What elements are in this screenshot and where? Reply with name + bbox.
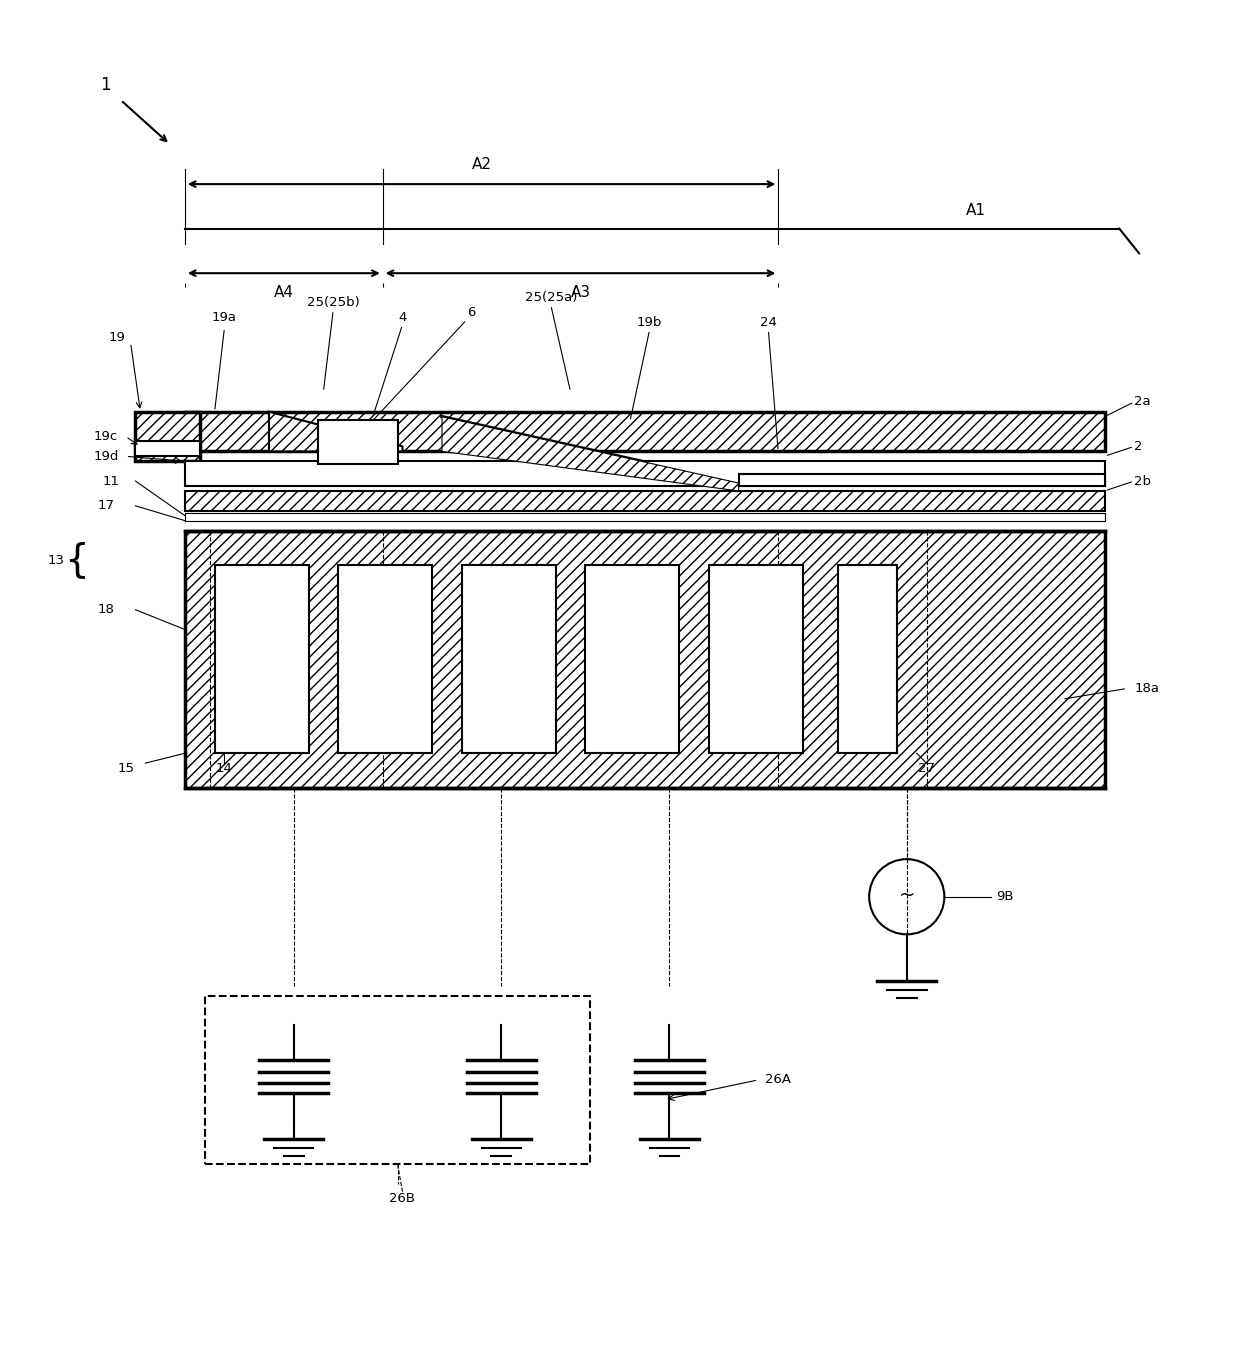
Bar	[837, 565, 897, 753]
Bar	[185, 491, 1105, 511]
Bar	[461, 565, 556, 753]
Text: 27: 27	[918, 761, 935, 775]
Bar	[185, 512, 1105, 520]
Text: 26A: 26A	[765, 1074, 791, 1086]
Text: 4: 4	[398, 311, 407, 325]
Text: 19b: 19b	[637, 317, 662, 329]
Bar	[185, 412, 1105, 451]
Text: A2: A2	[471, 156, 491, 171]
Text: {: {	[63, 541, 88, 579]
Text: 18: 18	[98, 603, 114, 616]
Polygon shape	[269, 412, 403, 451]
Bar	[585, 565, 680, 753]
Text: A3: A3	[570, 285, 590, 300]
Text: 13: 13	[48, 553, 64, 567]
Bar	[339, 565, 432, 753]
Text: ~: ~	[899, 885, 915, 904]
Text: A4: A4	[274, 285, 294, 300]
Text: 1: 1	[100, 76, 112, 94]
Polygon shape	[441, 417, 739, 491]
Bar	[319, 420, 398, 465]
Bar	[709, 565, 804, 753]
Text: 11: 11	[102, 474, 119, 488]
Text: 2a: 2a	[1135, 395, 1151, 408]
Bar	[215, 565, 309, 753]
Text: 6: 6	[467, 306, 476, 319]
Bar	[739, 474, 1105, 487]
Text: 25(25a): 25(25a)	[525, 291, 577, 304]
Bar	[185, 530, 1105, 788]
Text: 19: 19	[109, 332, 125, 344]
Bar	[205, 996, 590, 1165]
Text: 14: 14	[216, 761, 233, 775]
Text: 15: 15	[117, 761, 134, 775]
Text: 26B: 26B	[389, 1192, 415, 1205]
Bar	[135, 442, 200, 457]
Text: 19c: 19c	[94, 429, 118, 443]
Text: 25(25b): 25(25b)	[306, 296, 360, 310]
Text: 19a: 19a	[212, 311, 237, 325]
Text: 9B: 9B	[996, 890, 1013, 904]
Text: 2b: 2b	[1135, 474, 1151, 488]
Text: 18a: 18a	[1135, 682, 1159, 696]
Bar	[185, 461, 1105, 487]
Text: 19d: 19d	[93, 450, 119, 463]
Text: 24: 24	[760, 317, 776, 329]
Text: A1: A1	[966, 204, 986, 219]
Text: 17: 17	[97, 499, 114, 512]
Text: 2: 2	[1135, 440, 1143, 453]
Bar	[135, 412, 200, 461]
